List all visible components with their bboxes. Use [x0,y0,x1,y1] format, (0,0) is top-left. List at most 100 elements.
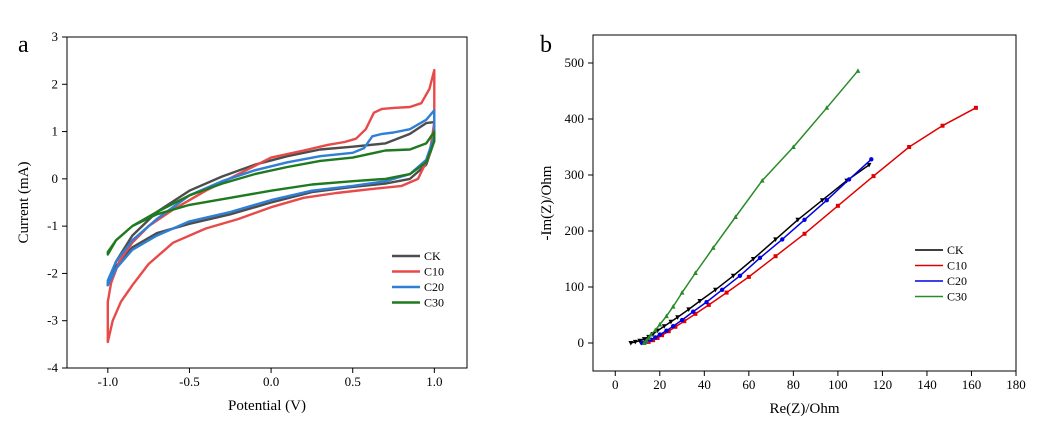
b-series-ck-point [713,287,718,293]
b-series-c30-point [733,214,738,219]
panel-a-x-axis-label: Potential (V) [228,398,306,414]
panel-a-label: a [18,32,29,58]
b-series-c30-point [670,304,676,309]
b-x-tick-label: 60 [742,377,755,392]
b-x-tick-label: 120 [873,377,893,392]
b-series-ck-point [637,338,643,344]
a-x-tick-label: -0.5 [179,374,200,389]
b-series-ck-point [661,324,667,329]
panel-a-cv-chart: a -1.0 -0.5 0.0 0.5 1.0 3 2 1 0 -1 -2 -3 -4 CK C10C20… [16,29,468,414]
b-y-tick-label: 200 [565,223,585,238]
b-series-c20-point [737,273,743,278]
b-series-c20-point [664,328,669,333]
a-y-tick-label: -4 [47,360,58,375]
b-series-c10-point [871,174,876,179]
a-x-tick-label: 0.5 [345,374,361,389]
b-series-c30-point [790,144,796,149]
b-series-c30-point [646,335,652,340]
b-series-c20-point [679,317,685,323]
b-series-c10-point [973,105,978,110]
b-x-tick-label: 180 [1006,377,1026,392]
a-legend-label-c20: C20 [424,280,444,294]
b-series-c20-point [846,177,852,182]
b-series-c20-point [824,198,829,203]
a-legend-label-c30: C30 [424,296,444,310]
b-legend-label-c10: C10 [947,259,967,273]
b-series-c10-point [724,290,729,295]
panel-a-y-axis-label: Current (mA) [16,161,32,243]
b-series-c30-point [710,245,716,250]
b-legend-label-c30: C30 [947,290,967,304]
b-y-tick-label: 100 [565,279,585,294]
b-series-c30-point [644,338,649,343]
b-series-ck-point [641,337,647,342]
b-series-c10-line [644,107,977,344]
b-x-tick-label: 160 [962,377,982,392]
a-legend-label-ck: CK [424,249,441,263]
b-series-c20-point [719,287,725,292]
a-x-tick-label: 0.0 [263,374,279,389]
a-series-c20-line [106,109,436,287]
b-series-c10-point [706,302,711,307]
a-x-tick-label: -1.0 [98,374,119,389]
b-x-tick-label: 40 [698,377,711,392]
b-series-c10-point [682,319,687,324]
b-series-ck-point [628,341,634,346]
b-y-tick-label: 300 [565,167,585,182]
b-series-c10-point [940,123,945,128]
b-series-c10-point [746,274,751,279]
a-y-tick-label: -2 [47,265,58,280]
b-series-c20-point [657,332,662,337]
a-legend-label-c10: C10 [424,265,444,279]
b-series-ck-point [773,237,778,242]
panel-b-eis-chart: b 0 20 40 60 80 100 120 140 160 180 500 400 300 200 10… [539,32,1026,417]
b-series-c10-point [655,335,660,340]
b-series-ck-point [866,162,872,168]
b-series-c10-point [835,203,840,208]
b-series-c10-point [673,324,678,329]
a-y-tick-label: 0 [52,171,59,186]
b-series-c10-point [660,333,665,338]
b-legend-label-c20: C20 [947,274,967,288]
a-y-tick-label: -3 [47,313,58,328]
b-series-c20-point [780,237,785,242]
panel-b-y-axis-label: -Im(Z)/Ohm [539,165,555,240]
panel-a-plot-frame [66,36,468,369]
b-series-c30-point [657,321,663,327]
b-series-c10-point [773,254,778,259]
b-x-tick-label: 140 [917,377,937,392]
b-series-ck-point [675,315,680,320]
b-series-c30-point [693,270,698,275]
b-x-tick-label: 0 [612,377,619,392]
b-x-tick-label: 20 [653,377,666,392]
b-y-tick-label: 500 [565,55,585,70]
b-series-c20-point [670,324,676,329]
b-series-ck-point [750,257,756,262]
b-series-ck-point [632,339,638,345]
a-y-tick-label: -1 [47,218,58,233]
b-series-ck-point [795,217,801,223]
b-y-tick-label: 0 [578,335,585,350]
b-series-c20-point [653,335,658,340]
a-y-tick-label: 1 [52,124,59,139]
b-legend-label-ck: CK [947,243,964,257]
b-series-ck-point [819,198,825,203]
b-series-c10-point [666,329,671,334]
a-x-tick-label: 1.0 [426,374,442,389]
b-series-c20-point [690,309,696,314]
b-series-c30-point [679,290,685,295]
b-series-c30-point [759,178,765,183]
b-x-tick-label: 80 [787,377,800,392]
b-series-c10-point [646,339,651,344]
a-series-c30-line [106,130,436,256]
b-series-c20-point [704,299,709,305]
a-y-tick-label: 3 [52,29,59,44]
a-y-tick-label: 2 [52,76,59,91]
a-series-c10-line [106,68,436,344]
b-series-c20-point [757,255,763,261]
b-series-c30-point [824,105,830,110]
panel-b-x-axis-label: Re(Z)/Ohm [770,401,840,417]
b-y-tick-label: 400 [565,111,585,126]
b-series-c20-point [869,157,874,162]
